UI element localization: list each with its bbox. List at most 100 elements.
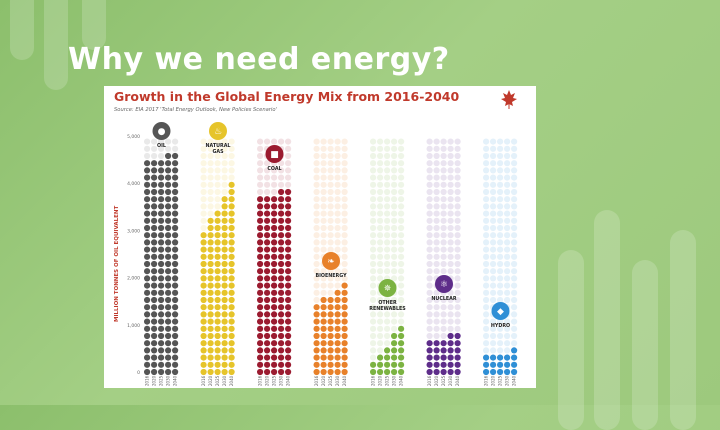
data-dot bbox=[278, 210, 285, 217]
background-dot bbox=[257, 188, 264, 196]
background-dot bbox=[313, 239, 320, 246]
data-dot bbox=[264, 289, 271, 296]
background-dot bbox=[334, 224, 341, 232]
data-dot bbox=[271, 361, 278, 368]
data-dot bbox=[398, 354, 405, 361]
data-dot bbox=[228, 325, 235, 332]
data-dot bbox=[271, 275, 278, 282]
background-dot bbox=[391, 311, 398, 318]
background-dot bbox=[511, 224, 518, 232]
background-dot bbox=[483, 311, 490, 318]
background-dot bbox=[384, 167, 391, 174]
data-dot bbox=[447, 340, 454, 347]
data-dot bbox=[285, 188, 292, 196]
background-dot bbox=[327, 145, 334, 152]
data-dot bbox=[440, 361, 447, 368]
data-dot bbox=[334, 354, 341, 361]
data-dot bbox=[264, 268, 271, 275]
background-dot bbox=[426, 232, 433, 239]
background-dot bbox=[447, 268, 454, 275]
data-dot bbox=[264, 246, 271, 253]
data-dot bbox=[257, 296, 264, 304]
data-dot bbox=[144, 246, 151, 253]
background-dot bbox=[447, 318, 454, 325]
background-dot bbox=[497, 174, 504, 181]
data-dot bbox=[151, 275, 158, 282]
background-dot bbox=[440, 160, 447, 167]
background-dot bbox=[334, 188, 341, 196]
data-dot bbox=[207, 282, 214, 289]
background-dot bbox=[313, 174, 320, 181]
background-dot bbox=[334, 210, 341, 217]
data-dot bbox=[144, 181, 151, 188]
data-dot bbox=[264, 217, 271, 224]
background-dot bbox=[440, 181, 447, 188]
data-dot bbox=[384, 347, 391, 354]
background-dot bbox=[440, 145, 447, 152]
data-dot bbox=[313, 311, 320, 318]
data-dot bbox=[257, 311, 264, 318]
background-dot bbox=[440, 332, 447, 340]
data-dot bbox=[228, 340, 235, 347]
data-dot bbox=[151, 289, 158, 296]
background-dot bbox=[490, 210, 497, 217]
data-dot bbox=[313, 347, 320, 354]
data-dot bbox=[200, 253, 207, 260]
background-dot bbox=[398, 152, 405, 160]
background-dot bbox=[313, 282, 320, 289]
background-dot bbox=[426, 160, 433, 167]
x-tick-label: 2016 bbox=[145, 375, 150, 386]
background-dot bbox=[511, 210, 518, 217]
background-dot bbox=[511, 289, 518, 296]
data-dot bbox=[144, 296, 151, 304]
background-dot bbox=[271, 188, 278, 196]
background-dot bbox=[370, 138, 377, 145]
background-dot bbox=[278, 181, 285, 188]
background-dot bbox=[377, 239, 384, 246]
data-dot bbox=[221, 210, 228, 217]
data-dot bbox=[320, 318, 327, 325]
background-dot bbox=[341, 174, 348, 181]
data-dot bbox=[320, 304, 327, 311]
background-dot bbox=[313, 203, 320, 210]
data-dot bbox=[264, 253, 271, 260]
background-dot bbox=[313, 268, 320, 275]
background-dot bbox=[370, 188, 377, 196]
data-dot bbox=[151, 296, 158, 304]
background-dot bbox=[398, 145, 405, 152]
data-dot bbox=[165, 203, 172, 210]
background-dot bbox=[490, 268, 497, 275]
data-dot bbox=[214, 318, 221, 325]
data-dot bbox=[398, 340, 405, 347]
background-dot bbox=[447, 260, 454, 268]
background-dot bbox=[483, 246, 490, 253]
background-dot bbox=[327, 232, 334, 239]
leaf-icon bbox=[322, 252, 340, 270]
data-dot bbox=[151, 232, 158, 239]
data-dot bbox=[214, 268, 221, 275]
background-dot bbox=[490, 253, 497, 260]
data-dot bbox=[158, 181, 165, 188]
energy-mix-chart: Growth in the Global Energy Mix from 201… bbox=[114, 89, 518, 386]
background-dot bbox=[426, 289, 433, 296]
background-dot bbox=[391, 260, 398, 268]
data-dot bbox=[271, 340, 278, 347]
x-tick-label: 2030 bbox=[392, 375, 397, 386]
background-dot bbox=[221, 188, 228, 196]
background-dot bbox=[384, 260, 391, 268]
data-dot bbox=[165, 224, 172, 232]
data-dot bbox=[214, 332, 221, 340]
background-dot bbox=[341, 239, 348, 246]
series-label: HYDRO bbox=[491, 323, 510, 329]
data-dot bbox=[511, 361, 518, 368]
background-dot bbox=[391, 145, 398, 152]
background-dot bbox=[483, 160, 490, 167]
data-dot bbox=[257, 361, 264, 368]
background-dot bbox=[454, 138, 461, 145]
data-dot bbox=[278, 282, 285, 289]
data-dot bbox=[158, 268, 165, 275]
data-dot bbox=[151, 174, 158, 181]
background-dot bbox=[504, 282, 511, 289]
background-dot bbox=[320, 181, 327, 188]
data-dot bbox=[334, 289, 341, 296]
